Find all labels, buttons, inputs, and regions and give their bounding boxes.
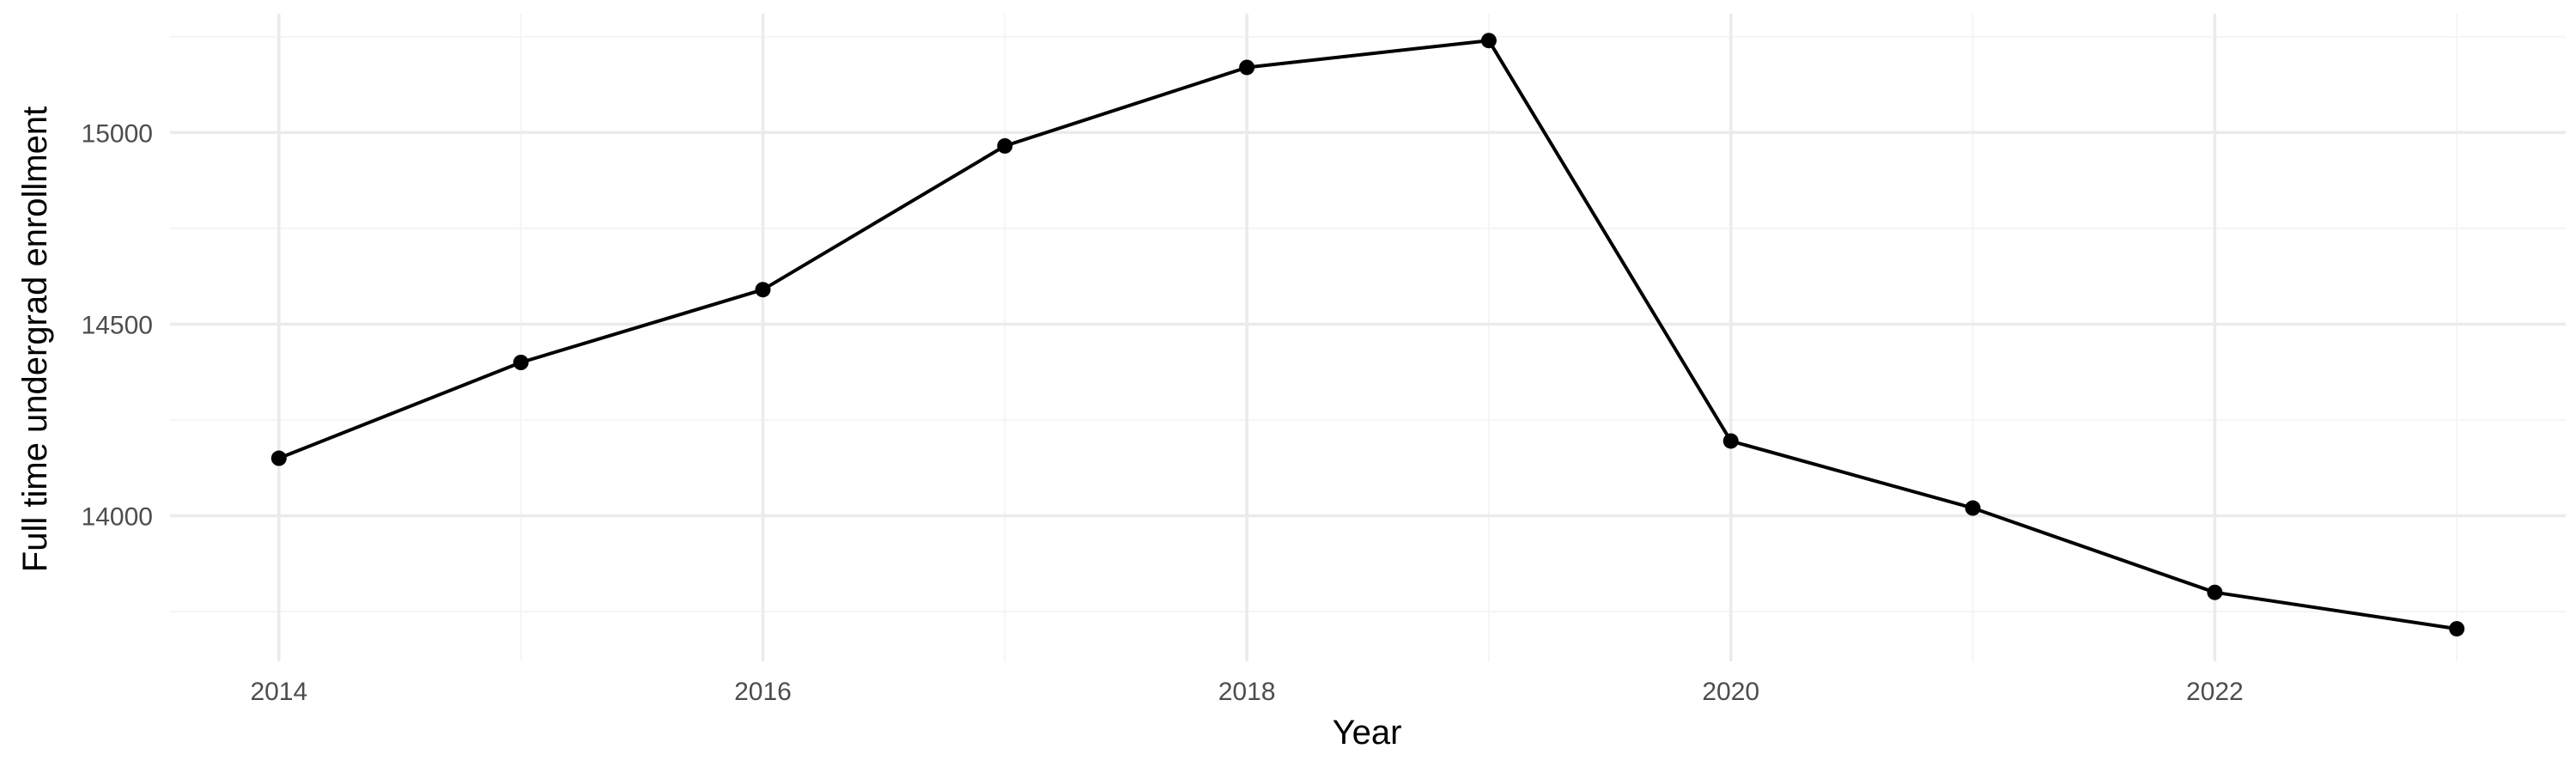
- data-point: [755, 282, 771, 298]
- data-series: [270, 33, 2465, 637]
- data-point: [270, 450, 287, 466]
- data-point: [1965, 500, 1981, 516]
- x-tick-label: 2014: [250, 678, 307, 706]
- grid: [170, 14, 2566, 661]
- series-line: [278, 39, 2458, 631]
- x-tick-label: 2022: [2186, 678, 2244, 706]
- y-tick-label: 15000: [82, 119, 153, 148]
- x-axis-title: Year: [1333, 714, 1402, 752]
- y-tick-label: 14500: [82, 311, 153, 339]
- x-tick-label: 2016: [734, 678, 792, 706]
- data-point: [2207, 584, 2223, 600]
- y-axis-ticks: 14000 14500 15000: [82, 119, 153, 531]
- data-point: [1480, 33, 1497, 49]
- x-tick-label: 2020: [1702, 678, 1759, 706]
- data-point: [997, 137, 1013, 154]
- y-tick-label: 14000: [82, 502, 153, 531]
- data-point: [1722, 433, 1739, 449]
- x-tick-label: 2018: [1218, 678, 1276, 706]
- y-axis-title: Full time undergrad enrollment: [16, 107, 54, 572]
- data-point: [2449, 621, 2465, 637]
- data-point: [513, 355, 529, 370]
- data-point: [1239, 59, 1255, 76]
- x-axis-ticks: 2014 2016 2018 2020 2022: [250, 678, 2243, 706]
